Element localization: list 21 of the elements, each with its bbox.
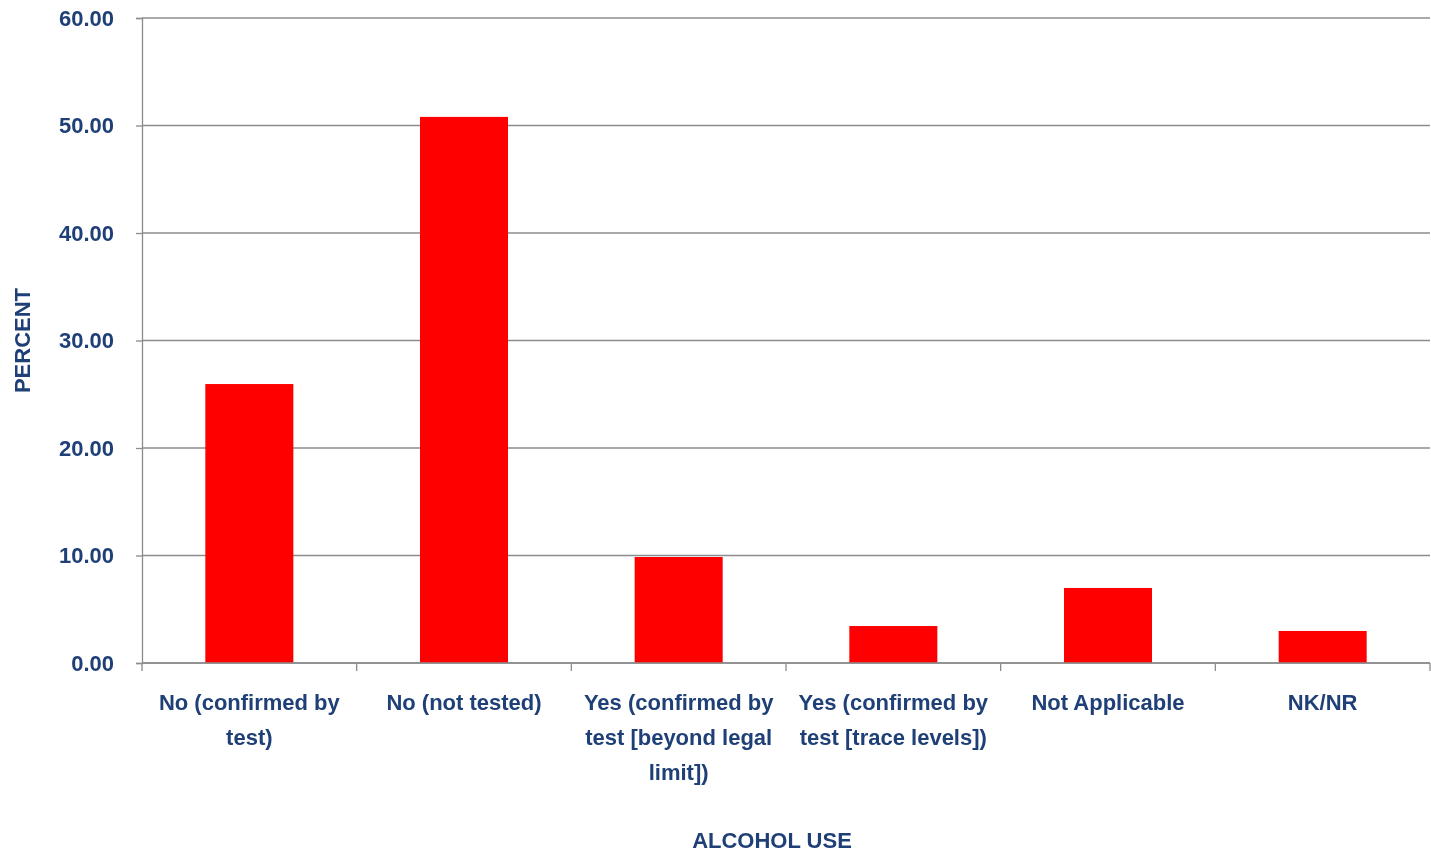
y-tick-label: 0.00 bbox=[71, 650, 114, 676]
x-tick-label: Yes (confirmed by test [trace levels]) bbox=[798, 690, 989, 750]
y-axis-title: PERCENT bbox=[10, 287, 35, 394]
bar bbox=[205, 384, 294, 663]
bar bbox=[634, 557, 723, 663]
y-tick-label: 10.00 bbox=[58, 543, 114, 569]
x-tick-label: No (not tested) bbox=[386, 690, 542, 715]
bar bbox=[419, 116, 509, 663]
y-tick-label: 30.00 bbox=[58, 328, 114, 354]
y-tick-label: 50.00 bbox=[58, 113, 114, 139]
bar bbox=[1063, 587, 1153, 663]
x-tick-label: No (confirmed by test) bbox=[158, 690, 341, 750]
x-tick-label: NK/NR bbox=[1287, 690, 1358, 715]
y-tick-label: 40.00 bbox=[58, 220, 114, 246]
x-tick-label: Yes (confirmed by test [beyond legal limit]) bbox=[583, 690, 775, 785]
x-axis-title: ALCOHOL USE bbox=[692, 828, 852, 853]
x-tick-label: Not Applicable bbox=[1031, 690, 1185, 715]
y-tick-label: 60.00 bbox=[58, 5, 114, 31]
y-tick-label: 20.00 bbox=[58, 435, 114, 461]
bar bbox=[1278, 630, 1367, 663]
bar bbox=[849, 626, 938, 663]
